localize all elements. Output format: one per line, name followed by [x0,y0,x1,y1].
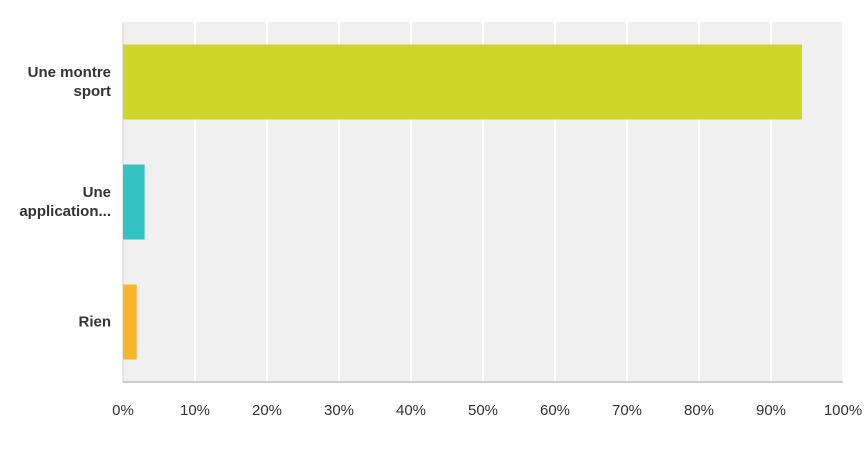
y-tick-label: Une application... [19,184,111,220]
x-tick-label: 60% [540,402,570,419]
x-tick-label: 20% [252,402,282,419]
x-tick-label: 90% [756,402,786,419]
y-tick-label: Rien [78,313,111,331]
x-tick-label: 70% [612,402,642,419]
x-tick-label: 40% [396,402,426,419]
y-tick-label: Une montre sport [27,64,111,100]
x-tick-label: 100% [824,402,862,419]
x-tick-label: 50% [468,402,498,419]
x-tick-label: 10% [180,402,210,419]
x-tick-label: 30% [324,402,354,419]
bar [123,164,145,240]
x-tick-label: 80% [684,402,714,419]
bar [123,44,802,120]
bar [123,284,137,360]
x-tick-label: 0% [112,402,134,419]
